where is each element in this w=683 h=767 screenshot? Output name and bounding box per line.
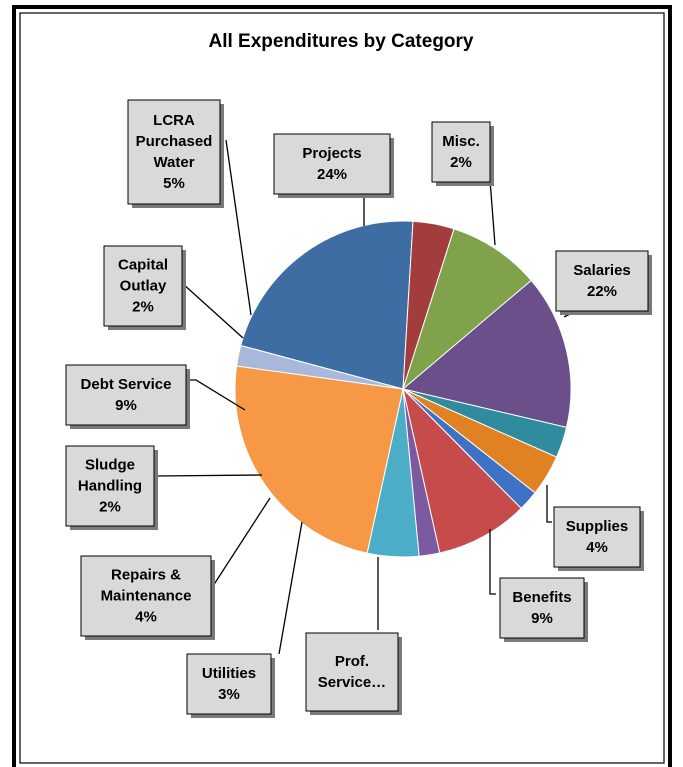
slice-label-text: 4% — [586, 539, 608, 556]
slice-label-2: Benefits 9% — [499, 577, 588, 642]
label-box — [65, 364, 187, 426]
label-box — [273, 133, 391, 195]
label-box — [555, 250, 649, 312]
slice-label-text: Capital — [118, 257, 168, 274]
slice-label-text: Sludge — [85, 457, 135, 474]
slice-label-9: LCRA Purchased Water 5% — [127, 99, 224, 208]
slice-label-8: Capital Outlay 2% — [103, 245, 186, 330]
label-box — [499, 577, 585, 639]
slice-label-text: Maintenance — [101, 588, 192, 605]
slice-label-0: Salaries 22% — [555, 250, 652, 315]
leader-line-1 — [546, 485, 552, 523]
leader-line-2 — [489, 529, 496, 595]
leader-line-5 — [212, 497, 271, 587]
slice-label-text: Debt Service — [81, 376, 172, 393]
label-box — [65, 445, 155, 527]
label-box — [431, 121, 491, 183]
label-box — [80, 555, 212, 637]
slice-label-text: Supplies — [566, 518, 629, 535]
leader-line-7 — [188, 379, 246, 411]
pie-slice-11 — [236, 344, 404, 390]
slice-label-1: Supplies 4% — [553, 506, 644, 571]
leader-line-8 — [181, 282, 244, 339]
leader-line-11 — [489, 179, 496, 246]
slice-label-5: Repairs & Maintenance 4% — [80, 555, 215, 640]
pie-slice-3 — [401, 279, 572, 429]
slice-label-text: Handling — [78, 478, 142, 495]
slice-label-text: Service… — [318, 674, 386, 691]
pie-slice-0 — [240, 220, 414, 390]
pie-slice-10 — [234, 365, 404, 554]
slice-label-text: 2% — [99, 499, 121, 516]
label-box — [127, 99, 221, 205]
slice-label-6: Sludge Handling 2% — [65, 445, 158, 530]
slice-label-text: Benefits — [512, 589, 571, 606]
slice-label-text: 2% — [132, 299, 154, 316]
pie-slice-7 — [402, 387, 522, 554]
label-box — [305, 632, 399, 712]
slice-label-text: 4% — [135, 609, 157, 626]
label-box — [553, 506, 641, 568]
pie-slice-2 — [401, 228, 532, 391]
slice-label-text: Prof. — [335, 653, 369, 670]
slice-label-text: Outlay — [120, 278, 167, 295]
slice-label-text: Repairs & — [111, 567, 181, 584]
leader-line-4 — [278, 521, 303, 655]
slice-label-text: LCRA — [153, 112, 195, 129]
slice-label-3: Prof. Service… — [305, 632, 402, 715]
slice-label-text: 9% — [531, 610, 553, 627]
chart-title: All Expenditures by Category — [208, 31, 473, 52]
chart-inner-border — [19, 12, 665, 764]
leader-line-9 — [225, 139, 252, 316]
slice-label-text: 24% — [317, 166, 347, 183]
slice-label-text: Misc. — [442, 133, 480, 150]
slice-label-11: Misc. 2% — [431, 121, 494, 186]
label-box — [186, 653, 272, 715]
slice-label-10: Projects 24% — [273, 133, 394, 198]
slice-label-text: Salaries — [573, 262, 631, 279]
slice-label-text: 22% — [587, 283, 617, 300]
slice-label-text: 5% — [163, 175, 185, 192]
slice-label-text: Projects — [302, 145, 361, 162]
slice-label-text: 9% — [115, 397, 137, 414]
slice-label-7: Debt Service 9% — [65, 364, 190, 429]
leader-line-6 — [155, 474, 263, 477]
slice-label-text: Water — [153, 154, 194, 171]
slice-label-4: Utilities 3% — [186, 653, 275, 718]
slice-label-text: Utilities — [202, 665, 256, 682]
slice-label-text: Purchased — [136, 133, 213, 150]
slice-label-text: 2% — [450, 154, 472, 171]
label-box — [103, 245, 183, 327]
slice-label-text: 3% — [218, 686, 240, 703]
